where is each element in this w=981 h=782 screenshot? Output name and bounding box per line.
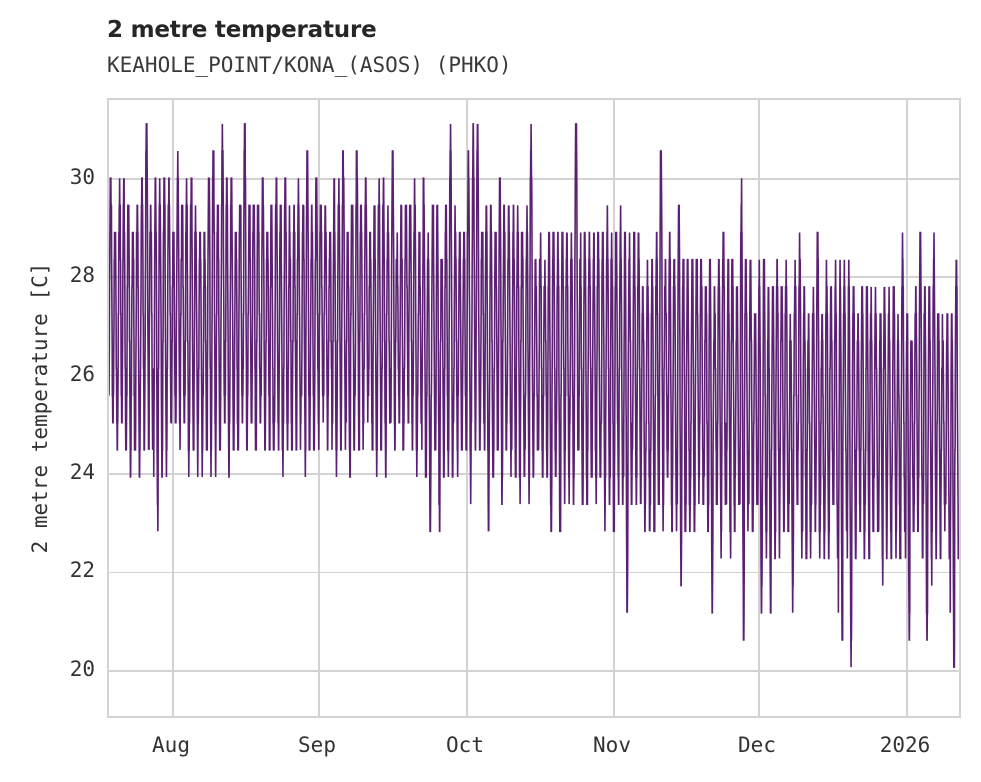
x-tick-label: Nov bbox=[593, 733, 631, 757]
x-tick-label: Aug bbox=[152, 733, 190, 757]
y-tick-label: 26 bbox=[69, 361, 95, 386]
y-axis-label: 2 metre temperature [C] bbox=[28, 262, 52, 554]
temperature-line-path bbox=[109, 123, 959, 668]
y-tick-label: 24 bbox=[69, 459, 95, 484]
plot-area bbox=[107, 98, 961, 718]
gridline-horizontal bbox=[109, 276, 959, 278]
y-tick-label: 30 bbox=[69, 164, 95, 189]
x-tick-label: Dec bbox=[738, 733, 776, 757]
temperature-series bbox=[109, 123, 959, 668]
x-tick-label: 2026 bbox=[879, 733, 931, 757]
gridline-vertical bbox=[172, 100, 174, 716]
gridline-horizontal bbox=[109, 669, 959, 672]
y-tick-label: 28 bbox=[69, 263, 95, 288]
y-tick-label: 20 bbox=[69, 656, 95, 681]
chart-subtitle: KEAHOLE_POINT/KONA_(ASOS) (PHKO) bbox=[107, 53, 512, 77]
y-tick-label: 22 bbox=[69, 558, 95, 583]
gridline-horizontal bbox=[109, 177, 959, 180]
x-tick-label: Sep bbox=[298, 733, 336, 757]
chart-title: 2 metre temperature bbox=[107, 17, 377, 43]
x-tick-label: Oct bbox=[446, 733, 484, 757]
gridline-horizontal bbox=[109, 571, 959, 574]
